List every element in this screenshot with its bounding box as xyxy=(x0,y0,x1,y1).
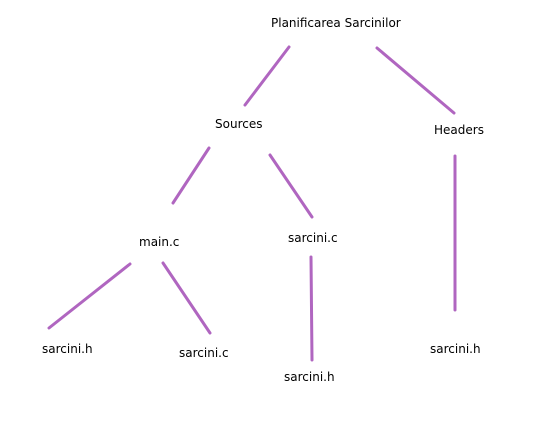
node-sarcini-c-sarcini-h: sarcini.h xyxy=(284,370,335,384)
edge-sarcinic-sarcinih xyxy=(309,255,314,362)
node-main-c: main.c xyxy=(139,235,180,249)
node-headers-sarcini-h: sarcini.h xyxy=(430,342,481,356)
edge-mainc-sarcinic xyxy=(161,261,212,335)
node-sarcini-c: sarcini.c xyxy=(288,231,338,245)
node-main-c-sarcini-h: sarcini.h xyxy=(42,342,93,356)
node-sources: Sources xyxy=(215,117,263,131)
node-headers: Headers xyxy=(434,123,484,137)
edge-root-sources xyxy=(243,45,291,107)
node-root: Planificarea Sarcinilor xyxy=(271,16,401,30)
node-main-c-sarcini-c: sarcini.c xyxy=(179,346,229,360)
edge-sources-sarcinic xyxy=(268,153,314,219)
edge-mainc-sarcinih xyxy=(47,262,132,330)
edge-sources-mainc xyxy=(171,146,211,205)
edge-root-headers xyxy=(375,46,456,115)
